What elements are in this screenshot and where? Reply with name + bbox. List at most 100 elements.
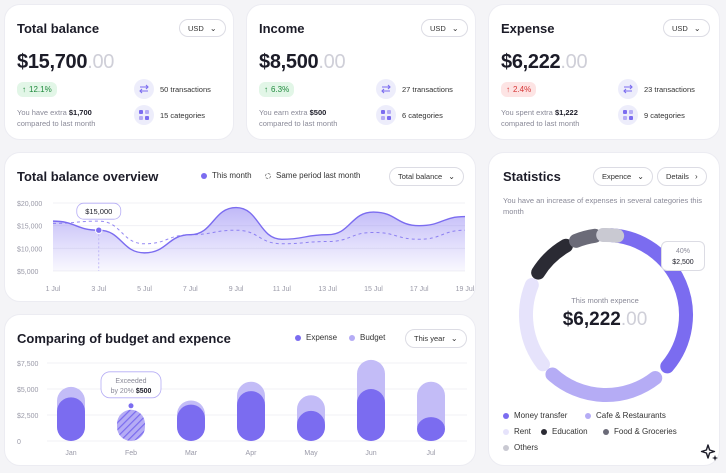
- x-tick-label: 1 Jul: [46, 286, 61, 293]
- tooltip-text: $15,000: [85, 207, 112, 216]
- donut-callout: 40% $2,500: [661, 241, 705, 271]
- donut-segment: [519, 278, 550, 372]
- legend-cafe-restaurants: Cafe & Restaurants: [585, 411, 666, 420]
- series-this-month-area: [53, 207, 465, 271]
- tooltip-amount: $500: [136, 388, 152, 395]
- y-tick-label: $20,000: [17, 201, 42, 208]
- transactions-stat: 50 transactions: [134, 79, 211, 99]
- overview-card: Total balance overview This month Same p…: [4, 152, 476, 302]
- chevron-down-icon: ⌄: [209, 23, 217, 33]
- statistics-title: Statistics: [503, 169, 561, 184]
- expense-bar: [237, 391, 265, 441]
- y-tick-label: 0: [17, 439, 21, 446]
- sparkle-icon[interactable]: [700, 443, 720, 463]
- legend-others: Others: [503, 443, 538, 452]
- x-tick-label: 5 Jul: [137, 286, 152, 293]
- overview-title: Total balance overview: [17, 169, 159, 184]
- change-note: You earn extra $500 compared to last mont…: [259, 108, 338, 128]
- tooltip-point: [127, 402, 135, 410]
- card-title: Expense: [501, 21, 555, 36]
- legend-money-transfer: Money transfer: [503, 411, 567, 420]
- y-tick-label: $5,000: [17, 387, 39, 394]
- currency-select[interactable]: USD ⌄: [179, 19, 226, 37]
- tooltip-line2: by 20% $500: [111, 388, 152, 395]
- overview-chart: $20,000 $15,000 $10,000 $5,000 1 Jul 3 Jul 5 J…: [17, 201, 475, 293]
- tooltip-point: [95, 226, 103, 234]
- donut-center-amount: $6,222.00: [562, 309, 648, 330]
- grid-icon: [134, 105, 154, 125]
- details-button[interactable]: Details ›: [657, 167, 707, 186]
- chevron-down-icon: ⌄: [693, 23, 701, 33]
- legend-rent: Rent: [503, 427, 531, 436]
- legend-food-groceries: Food & Groceries: [603, 427, 677, 436]
- transfer-icon: [376, 79, 396, 99]
- grid-icon: [618, 105, 638, 125]
- x-tick-label: 19 Jul: [456, 286, 475, 293]
- x-tick-label: Jul: [427, 450, 436, 457]
- donut-segment: [531, 238, 573, 280]
- y-tick-label: $10,000: [17, 246, 42, 253]
- y-tick-label: $5,000: [17, 269, 39, 276]
- statistics-donut: [519, 228, 693, 402]
- tooltip-line1: Exceeded: [115, 378, 146, 385]
- tooltip-box: [100, 371, 162, 399]
- arrow-up-icon: ↑: [22, 85, 26, 94]
- x-tick-label: 13 Jul: [318, 286, 337, 293]
- arrow-up-icon: ↑: [264, 85, 268, 94]
- change-badge: ↑ 2.4%: [501, 82, 537, 97]
- x-tick-label: 3 Jul: [91, 286, 106, 293]
- donut-segment: [569, 228, 602, 248]
- series-last-month-line: [52, 220, 466, 245]
- change-note: You have extra $1,700 compared to last mo…: [17, 108, 96, 128]
- currency-select[interactable]: USD ⌄: [421, 19, 468, 37]
- series-this-month-line: [52, 206, 466, 254]
- legend-budget: Budget: [349, 333, 385, 342]
- expense-bar: [357, 389, 385, 441]
- currency-select[interactable]: USD ⌄: [663, 19, 710, 37]
- transfer-icon: [618, 79, 638, 99]
- donut-segment: [604, 228, 693, 374]
- change-badge: ↑ 12.1%: [17, 82, 57, 97]
- chevron-down-icon: ⌄: [450, 334, 458, 343]
- balance-amount: $15,700.00: [17, 51, 115, 73]
- transactions-stat: 23 transactions: [618, 79, 695, 99]
- tooltip-box: [76, 202, 122, 220]
- budget-card: Comparing of budget and expence Expense …: [4, 314, 476, 466]
- overview-metric-select[interactable]: Total balance ⌄: [389, 167, 464, 186]
- legend-last-month: Same period last month: [265, 171, 361, 180]
- expense-bar: [417, 417, 445, 441]
- legend-expense: Expense: [295, 333, 337, 342]
- categories-stat: 6 categories: [376, 105, 443, 125]
- expense-bar-exceeded: [117, 409, 145, 441]
- x-tick-label: Jun: [365, 450, 376, 457]
- transactions-stat: 27 transactions: [376, 79, 453, 99]
- donut-segment: [545, 367, 663, 402]
- chevron-down-icon: ⌄: [637, 172, 644, 181]
- budget-title: Comparing of budget and expence: [17, 331, 231, 346]
- change-note: You spent extra $1,222 compared to last m…: [501, 108, 580, 128]
- x-tick-label: 9 Jul: [229, 286, 244, 293]
- total-balance-card: Total balance USD ⌄ $15,700.00 ↑ 12.1% You…: [4, 4, 234, 140]
- chevron-right-icon: ›: [694, 172, 698, 181]
- x-tick-label: Apr: [246, 450, 258, 457]
- y-tick-label: $15,000: [17, 224, 42, 231]
- x-tick-label: 11 Jul: [273, 286, 292, 293]
- statistics-description: You have an increase of expenses in seve…: [503, 196, 703, 216]
- expense-bar: [57, 397, 85, 441]
- card-title: Total balance: [17, 21, 100, 36]
- tooltip-pct: by 20%: [111, 388, 136, 395]
- arrow-up-icon: ↑: [506, 85, 510, 94]
- x-tick-label: Mar: [185, 450, 198, 457]
- y-tick-label: $7,500: [17, 361, 39, 368]
- income-amount: $8,500.00: [259, 51, 346, 73]
- budget-period-select[interactable]: This year ⌄: [405, 329, 467, 348]
- statistics-type-select[interactable]: Expence ⌄: [593, 167, 653, 186]
- donut-segment: [596, 228, 625, 243]
- expense-bar: [177, 404, 205, 441]
- change-badge: ↑ 6.3%: [259, 82, 295, 97]
- x-tick-label: Feb: [125, 450, 137, 457]
- legend-this-month: This month: [201, 171, 252, 180]
- chevron-down-icon: ⌄: [451, 23, 459, 33]
- grid-icon: [376, 105, 396, 125]
- transfer-icon: [134, 79, 154, 99]
